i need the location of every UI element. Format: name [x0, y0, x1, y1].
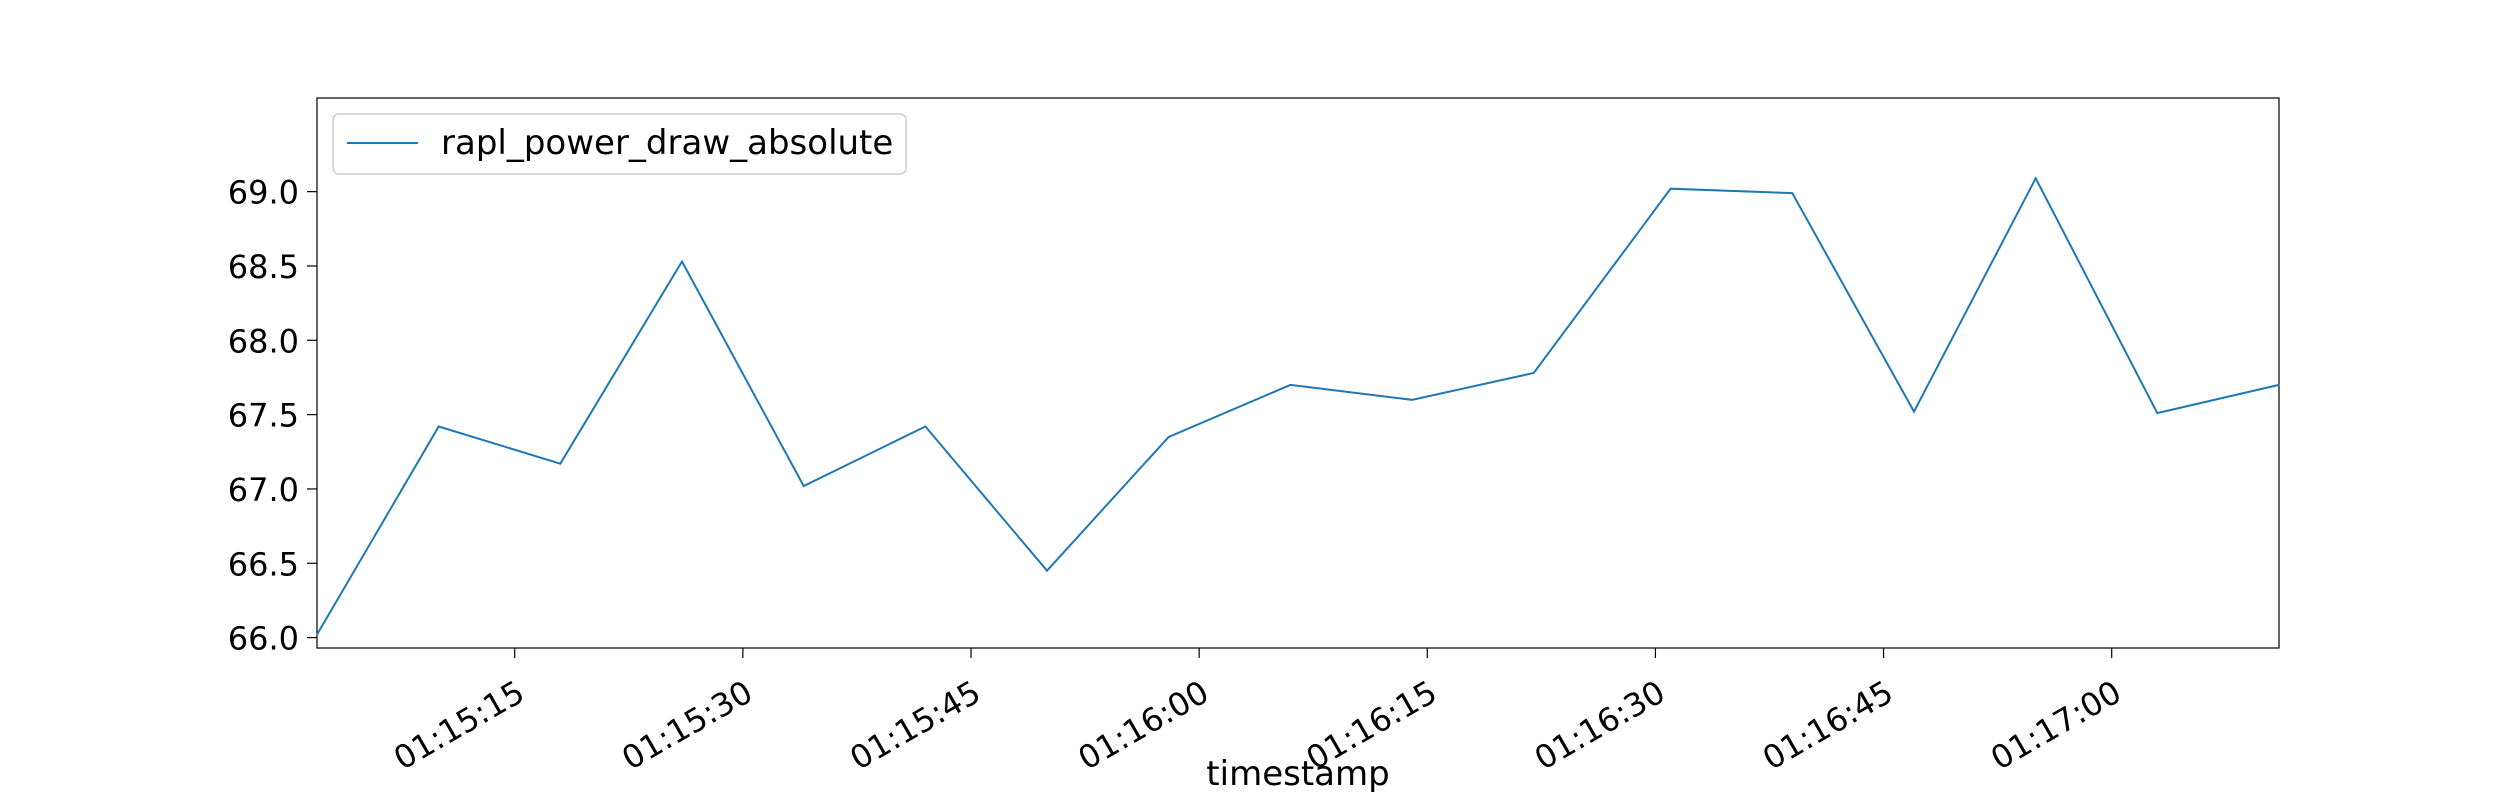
x-tick-label: 01:15:30: [615, 673, 758, 778]
y-tick-label: 66.0: [228, 620, 299, 658]
x-axis-label: timestamp: [1206, 754, 1389, 794]
plot-area-frame: [316, 97, 2280, 649]
y-tick-label: 66.5: [228, 545, 299, 583]
x-tick-label: 01:16:45: [1756, 673, 1899, 778]
data-point: [2035, 177, 2037, 179]
data-point: [1533, 372, 1535, 374]
legend: rapl_power_draw_absolute: [332, 113, 907, 175]
data-point: [2278, 384, 2280, 386]
x-tick-label: 01:16:30: [1528, 673, 1671, 778]
x-tick-label: 01:15:45: [844, 673, 987, 778]
legend-series-label: rapl_power_draw_absolute: [441, 123, 893, 163]
data-point: [316, 634, 318, 636]
data-point: [1791, 192, 1793, 194]
data-point: [1289, 384, 1291, 386]
x-tick-label: 01:15:15: [387, 673, 530, 778]
data-point: [438, 426, 440, 427]
legend-box: [332, 113, 907, 175]
y-tick-label: 67.0: [228, 471, 299, 509]
series-layer: [316, 176, 2280, 636]
y-tick-label: 67.5: [228, 397, 299, 435]
data-point: [1913, 411, 1915, 413]
data-point: [1046, 570, 1048, 572]
y-axis: 66.0 66.5 67.0 67.5 68.0 68.5 69.0: [228, 174, 317, 658]
data-point: [1168, 436, 1170, 438]
data-point: [681, 261, 683, 262]
data-point: [1670, 188, 1672, 190]
y-tick-label: 68.5: [228, 248, 299, 286]
y-tick-label: 69.0: [228, 174, 299, 212]
data-point: [803, 485, 805, 487]
data-point: [924, 426, 926, 427]
y-tick-label: 68.0: [228, 322, 299, 360]
data-point: [559, 463, 561, 465]
x-tick-label: 01:17:00: [1984, 673, 2127, 778]
series-line: [316, 176, 2280, 636]
data-point: [1411, 399, 1413, 401]
x-tick-label: 01:16:00: [1072, 673, 1215, 778]
data-point: [2156, 412, 2158, 414]
